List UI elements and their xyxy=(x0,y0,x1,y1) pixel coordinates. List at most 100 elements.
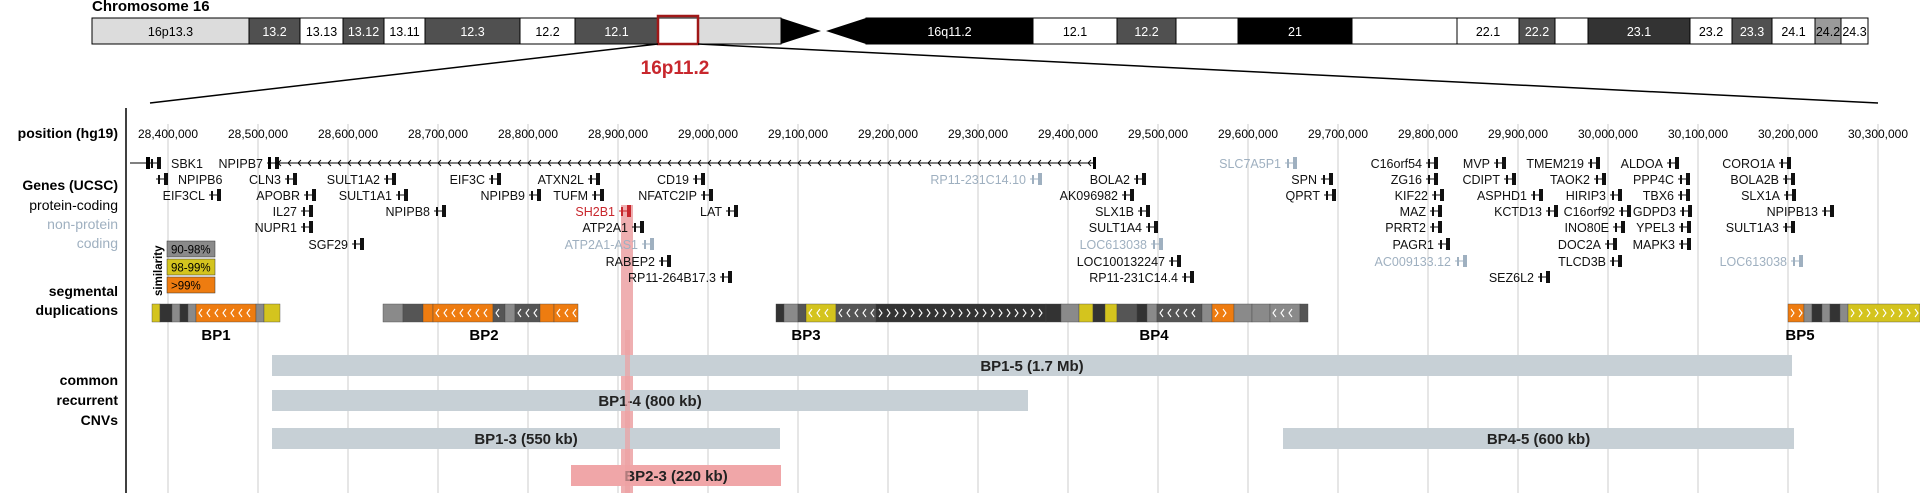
gene-exon xyxy=(436,207,438,216)
gene-exon xyxy=(1140,207,1142,216)
chromosome-band xyxy=(1032,17,1118,45)
strand-arrow xyxy=(707,159,712,167)
segmental-duplication-block xyxy=(504,303,516,323)
segdup-arrow xyxy=(238,308,243,318)
position-tick-label: 28,900,000 xyxy=(588,127,648,141)
breakpoint-label: BP1 xyxy=(201,327,230,344)
chromosome-band-label: 13.12 xyxy=(348,25,379,39)
chromosome-band-label: 13.2 xyxy=(262,25,286,39)
gene-label: SULT1A3 xyxy=(1726,221,1779,235)
gene-exon xyxy=(293,173,297,185)
segdup-arrow xyxy=(950,308,955,318)
gene-label: PPP4C xyxy=(1633,173,1674,187)
gene-exon xyxy=(600,189,604,201)
gene-exon xyxy=(1440,240,1442,249)
strand-arrow xyxy=(677,159,682,167)
segmental-duplication-block xyxy=(875,303,1047,323)
strand-arrow xyxy=(1047,159,1052,167)
segmental-duplication-block xyxy=(1136,303,1148,323)
segdup-arrow xyxy=(1874,308,1879,318)
chromosome-band-label: 13.13 xyxy=(306,25,337,39)
strand-arrow xyxy=(327,159,332,167)
segdup-arrow xyxy=(942,308,947,318)
strand-arrow xyxy=(927,159,932,167)
strand-arrow xyxy=(607,159,612,167)
position-tick-label: 29,200,000 xyxy=(858,127,918,141)
gene-label: NPIPB6 xyxy=(178,173,223,187)
gene-exon xyxy=(398,191,400,200)
position-tick-label: 29,100,000 xyxy=(768,127,828,141)
strand-arrow xyxy=(377,159,382,167)
gene-exon xyxy=(442,205,446,217)
gene-exon xyxy=(644,240,646,249)
gene-exon xyxy=(1136,175,1138,184)
chromosome-band xyxy=(1237,17,1353,45)
cnv-bar xyxy=(571,465,781,486)
cnv-label: BP1-5 (1.7 Mb) xyxy=(980,358,1083,375)
gene-label: CD19 xyxy=(657,173,689,187)
segmental-duplication-block xyxy=(1847,303,1920,323)
segmental-duplication-block xyxy=(1116,303,1138,323)
gene-exon xyxy=(1607,240,1609,249)
gene-exon xyxy=(531,191,533,200)
strand-arrow xyxy=(757,159,762,167)
gene-exon xyxy=(1590,159,1592,168)
gene-exon xyxy=(217,189,221,201)
chromosome-band xyxy=(1689,17,1733,45)
strand-arrow xyxy=(317,159,322,167)
chromosome-band-label: 23.1 xyxy=(1627,25,1651,39)
segdup-arrow xyxy=(894,308,899,318)
similarity-legend: similarity 90-98% 98-99% >99% xyxy=(153,240,216,296)
chromosome-band-label: 24.1 xyxy=(1781,25,1805,39)
gene-exon xyxy=(151,159,153,168)
strand-arrow xyxy=(767,159,772,167)
segdup-arrow xyxy=(862,308,867,318)
strand-arrow xyxy=(1067,159,1072,167)
gene-label: C16orf54 xyxy=(1371,157,1422,171)
segmental-duplication-block xyxy=(1299,303,1309,323)
gene-label: SGF29 xyxy=(308,238,348,252)
gene-label: RP11-231C14.4 xyxy=(1089,271,1178,285)
position-tick-label: 30,300,000 xyxy=(1848,127,1908,141)
position-tick-label: 29,900,000 xyxy=(1488,127,1548,141)
segmental-duplication-block xyxy=(1156,303,1203,323)
segdup-arrow xyxy=(934,308,939,318)
gene-label: LOC613038 xyxy=(1080,238,1147,252)
segdup-arrow xyxy=(824,308,829,318)
gene-exon xyxy=(1190,271,1194,283)
gene-exon xyxy=(1502,157,1506,169)
strand-arrow xyxy=(587,159,592,167)
strand-arrow xyxy=(977,159,982,167)
strand-arrow xyxy=(997,159,1002,167)
gene-exon xyxy=(728,271,732,283)
gene-label: EIF3C xyxy=(450,173,485,187)
gene-label: APOBR xyxy=(256,189,300,203)
gene-exon xyxy=(1428,159,1430,168)
gene-exon xyxy=(1124,191,1126,200)
gene-exon xyxy=(360,238,364,250)
gene-exon xyxy=(1438,205,1442,217)
segmental-duplication-block xyxy=(1251,303,1271,323)
segmental-duplication-block xyxy=(775,303,785,323)
segdup-arrow xyxy=(1030,308,1035,318)
chromosome-band xyxy=(1351,17,1458,45)
gene-exon xyxy=(596,173,600,185)
strand-arrow xyxy=(407,159,412,167)
gene-exon xyxy=(1323,175,1325,184)
cnv-bar xyxy=(272,390,1028,411)
gene-exon xyxy=(1434,173,1438,185)
gene-exon xyxy=(709,189,713,201)
strand-arrow xyxy=(837,159,842,167)
strand-arrow xyxy=(897,159,902,167)
chromosome-band xyxy=(424,17,521,45)
gene-label: C16orf92 xyxy=(1564,205,1615,219)
gene-exon xyxy=(1153,240,1155,249)
strand-arrow xyxy=(987,159,992,167)
segmental-duplication-block xyxy=(1201,303,1213,323)
position-tick-label: 29,300,000 xyxy=(948,127,1008,141)
chromosome-band-label: 16p13.3 xyxy=(148,25,193,39)
gene-exon xyxy=(1457,257,1459,266)
gene-exon xyxy=(1792,189,1796,201)
strand-arrow xyxy=(467,159,472,167)
